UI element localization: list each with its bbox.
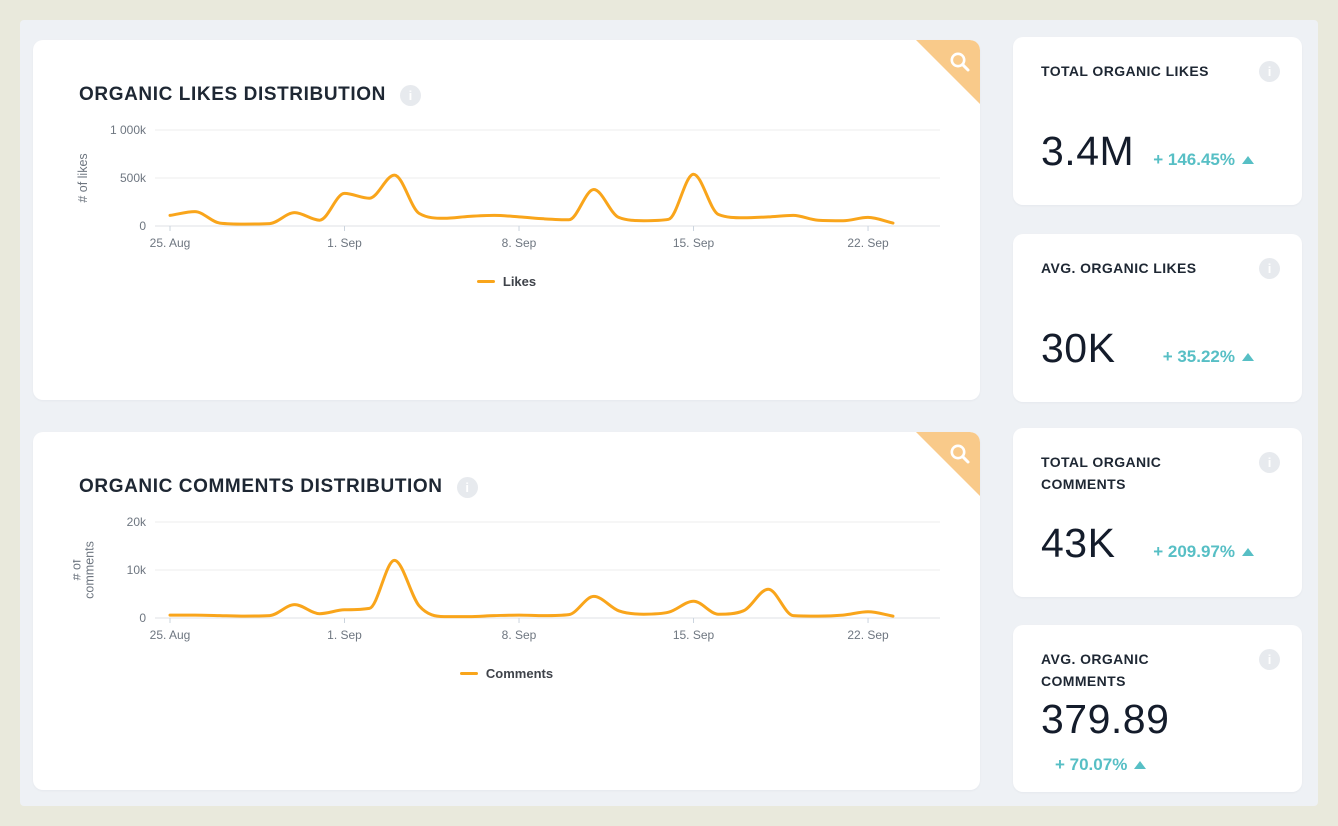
stat-value: 30K: [1041, 325, 1116, 371]
stat-value: 3.4M: [1041, 128, 1135, 174]
stat-label: TOTAL ORGANIC COMMENTS: [1041, 454, 1162, 492]
svg-text:1. Sep: 1. Sep: [327, 236, 362, 250]
svg-text:10k: 10k: [127, 563, 147, 577]
trend-up-icon: [1134, 761, 1147, 770]
line-swatch-icon: [459, 672, 478, 675]
svg-text:20k: 20k: [127, 515, 147, 529]
legend-item-comments[interactable]: Comments: [459, 666, 554, 681]
avg-organic-likes-card: AVG. ORGANIC LIKES 30K + 35.22%: [1013, 234, 1302, 402]
total-organic-comments-card: TOTAL ORGANIC COMMENTS 43K + 209.97%: [1013, 428, 1302, 597]
svg-text:1 000k: 1 000k: [110, 123, 147, 137]
stat-label: AVG. ORGANIC LIKES: [1041, 260, 1197, 276]
info-icon[interactable]: [1259, 452, 1280, 473]
info-icon[interactable]: [456, 476, 478, 498]
chart-legend: Likes: [33, 274, 980, 289]
svg-text:15. Sep: 15. Sep: [673, 628, 715, 642]
svg-text:500k: 500k: [120, 171, 147, 185]
organic-comments-chart-card: ORGANIC COMMENTS DISTRIBUTION 0 10k 20k # o…: [33, 432, 980, 790]
comments-line-chart: 0 10k 20k # ofcomments 25. Aug 1. Sep 8. Sep 15…: [73, 515, 940, 642]
info-icon[interactable]: [1259, 649, 1280, 670]
chart-title: ORGANIC LIKES DISTRIBUTION: [79, 84, 386, 105]
legend-label: Likes: [502, 274, 537, 289]
svg-text:# of likes: # of likes: [76, 153, 90, 202]
stat-label: AVG. ORGANIC COMMENTS: [1041, 651, 1149, 689]
info-icon[interactable]: [1259, 61, 1280, 82]
stat-change: + 35.22%: [1163, 347, 1254, 367]
stat-label: TOTAL ORGANIC LIKES: [1041, 63, 1209, 79]
chart-legend: Comments: [33, 666, 980, 681]
svg-text:25. Aug: 25. Aug: [150, 236, 191, 250]
likes-line-chart: 0 500k 1 000k # of likes 25. Aug 1. Sep 8. Sep…: [76, 123, 940, 250]
total-organic-likes-card: TOTAL ORGANIC LIKES 3.4M + 146.45%: [1013, 37, 1302, 205]
magnifier-icon: [950, 52, 970, 72]
stat-change: + 70.07%: [1055, 755, 1147, 775]
stat-value: 379.89: [1041, 696, 1170, 743]
magnifier-icon: [950, 444, 970, 464]
organic-likes-chart-card: ORGANIC LIKES DISTRIBUTION 0 500k 1 000k # …: [33, 40, 980, 400]
chart-header: ORGANIC COMMENTS DISTRIBUTION: [33, 432, 980, 498]
stat-change: + 209.97%: [1153, 542, 1254, 562]
dashboard-background: ORGANIC LIKES DISTRIBUTION 0 500k 1 000k # …: [20, 20, 1318, 806]
chart-header: ORGANIC LIKES DISTRIBUTION: [33, 40, 980, 106]
svg-text:22. Sep: 22. Sep: [847, 236, 889, 250]
avg-organic-comments-card: AVG. ORGANIC COMMENTS 379.89 + 70.07%: [1013, 625, 1302, 792]
legend-item-likes[interactable]: Likes: [476, 274, 537, 289]
chart-title: ORGANIC COMMENTS DISTRIBUTION: [79, 476, 443, 497]
trend-up-icon: [1242, 353, 1254, 361]
svg-text:0: 0: [139, 611, 146, 625]
svg-text:22. Sep: 22. Sep: [847, 628, 889, 642]
trend-up-icon: [1242, 548, 1254, 556]
info-icon[interactable]: [399, 84, 421, 106]
svg-text:0: 0: [139, 219, 146, 233]
svg-text:8. Sep: 8. Sep: [502, 628, 537, 642]
trend-up-icon: [1242, 156, 1254, 164]
svg-text:# ofcomments: # ofcomments: [73, 541, 97, 599]
info-icon[interactable]: [1259, 258, 1280, 279]
svg-text:25. Aug: 25. Aug: [150, 628, 191, 642]
svg-text:8. Sep: 8. Sep: [502, 236, 537, 250]
svg-text:1. Sep: 1. Sep: [327, 628, 362, 642]
line-swatch-icon: [476, 280, 495, 283]
svg-text:15. Sep: 15. Sep: [673, 236, 715, 250]
legend-label: Comments: [485, 666, 554, 681]
stat-change: + 146.45%: [1153, 150, 1254, 170]
stat-value: 43K: [1041, 520, 1116, 566]
